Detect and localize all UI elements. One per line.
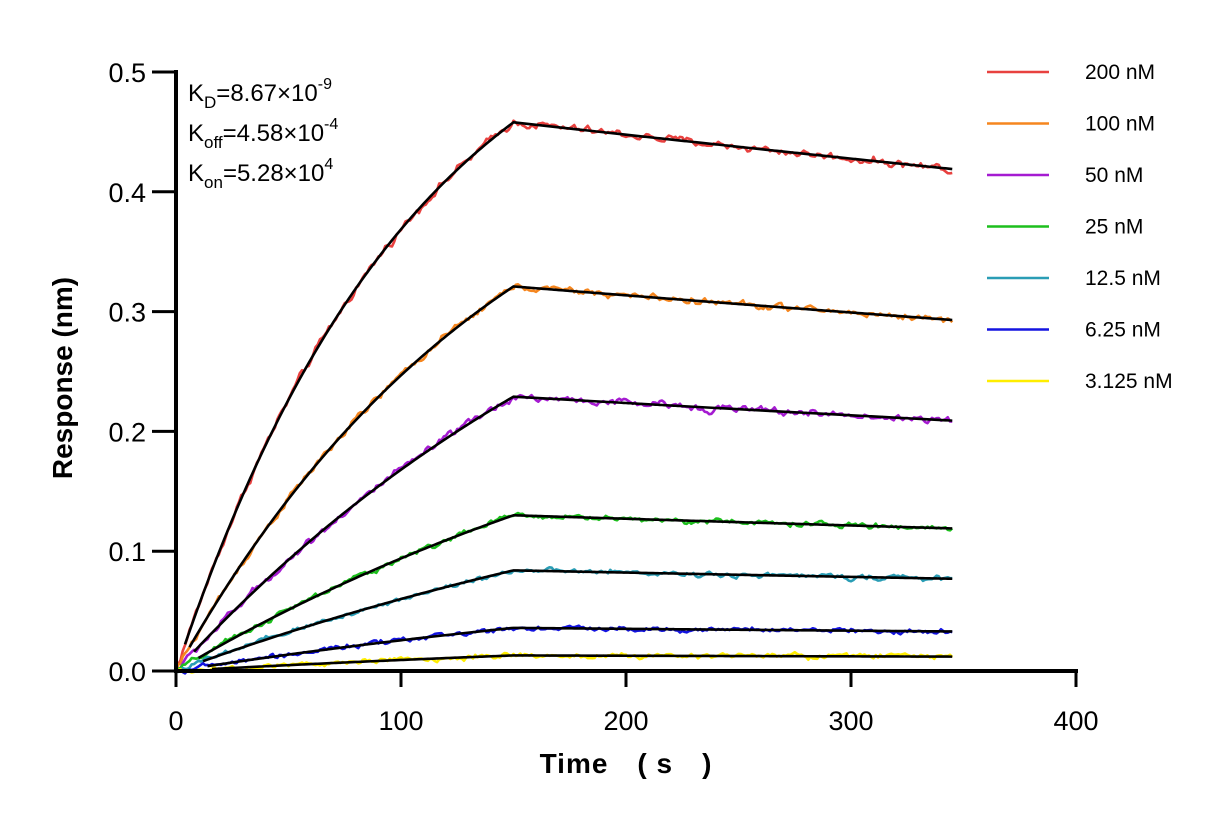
fit-curve: [211, 654, 953, 671]
legend-label: 12.5 nM: [1085, 267, 1161, 290]
legend: 200 nM 100 nM 50 nM 25 nM 12.5 nM 6.25 nM 3.12…: [987, 61, 1173, 393]
y-tick-label: 0.0: [108, 657, 146, 687]
legend-label: 200 nM: [1085, 61, 1155, 84]
legend-label: 6.25 nM: [1085, 319, 1161, 342]
fit-curve: [193, 395, 953, 653]
x-tick-label: 400: [1053, 706, 1098, 736]
series-layer: [174, 119, 954, 675]
kon-label: Kon=5.28×104: [188, 156, 333, 192]
fit-curve: [207, 626, 953, 668]
legend-label: 25 nM: [1085, 216, 1143, 239]
legend-label: 100 nM: [1085, 113, 1155, 136]
fit-curve: [183, 120, 953, 645]
series-line-200-nm: [174, 119, 953, 672]
legend-label: 3.125 nM: [1085, 370, 1173, 393]
fit-curve: [202, 569, 953, 663]
ticks: 0 100 200 300 400 0.0 0.1 0.2 0.3 0.4 0.5: [108, 58, 1098, 736]
y-tick-label: 0.1: [108, 537, 146, 567]
y-tick-label: 0.4: [108, 178, 146, 208]
x-tick-label: 200: [603, 706, 648, 736]
fit-curves-layer: [183, 120, 953, 671]
series-line-100-nm: [174, 283, 954, 672]
kinetic-parameters: KD=8.67×10-9 Koff=4.58×10-4 Kon=5.28×104: [188, 76, 338, 192]
y-axis-title: Response (nm): [47, 277, 78, 479]
x-tick-label: 0: [168, 706, 183, 736]
y-tick-label: 0.3: [108, 298, 146, 328]
x-tick-label: 300: [828, 706, 873, 736]
koff-label: Koff=4.58×10-4: [188, 116, 338, 152]
legend-label: 50 nM: [1085, 164, 1143, 187]
x-axis-title: Time ( s ): [540, 748, 713, 779]
series-line-25-nm: [175, 511, 954, 672]
y-tick-label: 0.2: [108, 417, 146, 447]
x-tick-label: 100: [378, 706, 423, 736]
fit-curve: [197, 513, 953, 660]
fit-curve: [188, 285, 953, 648]
y-tick-label: 0.5: [108, 58, 146, 88]
kd-label: KD=8.67×10-9: [188, 76, 332, 112]
